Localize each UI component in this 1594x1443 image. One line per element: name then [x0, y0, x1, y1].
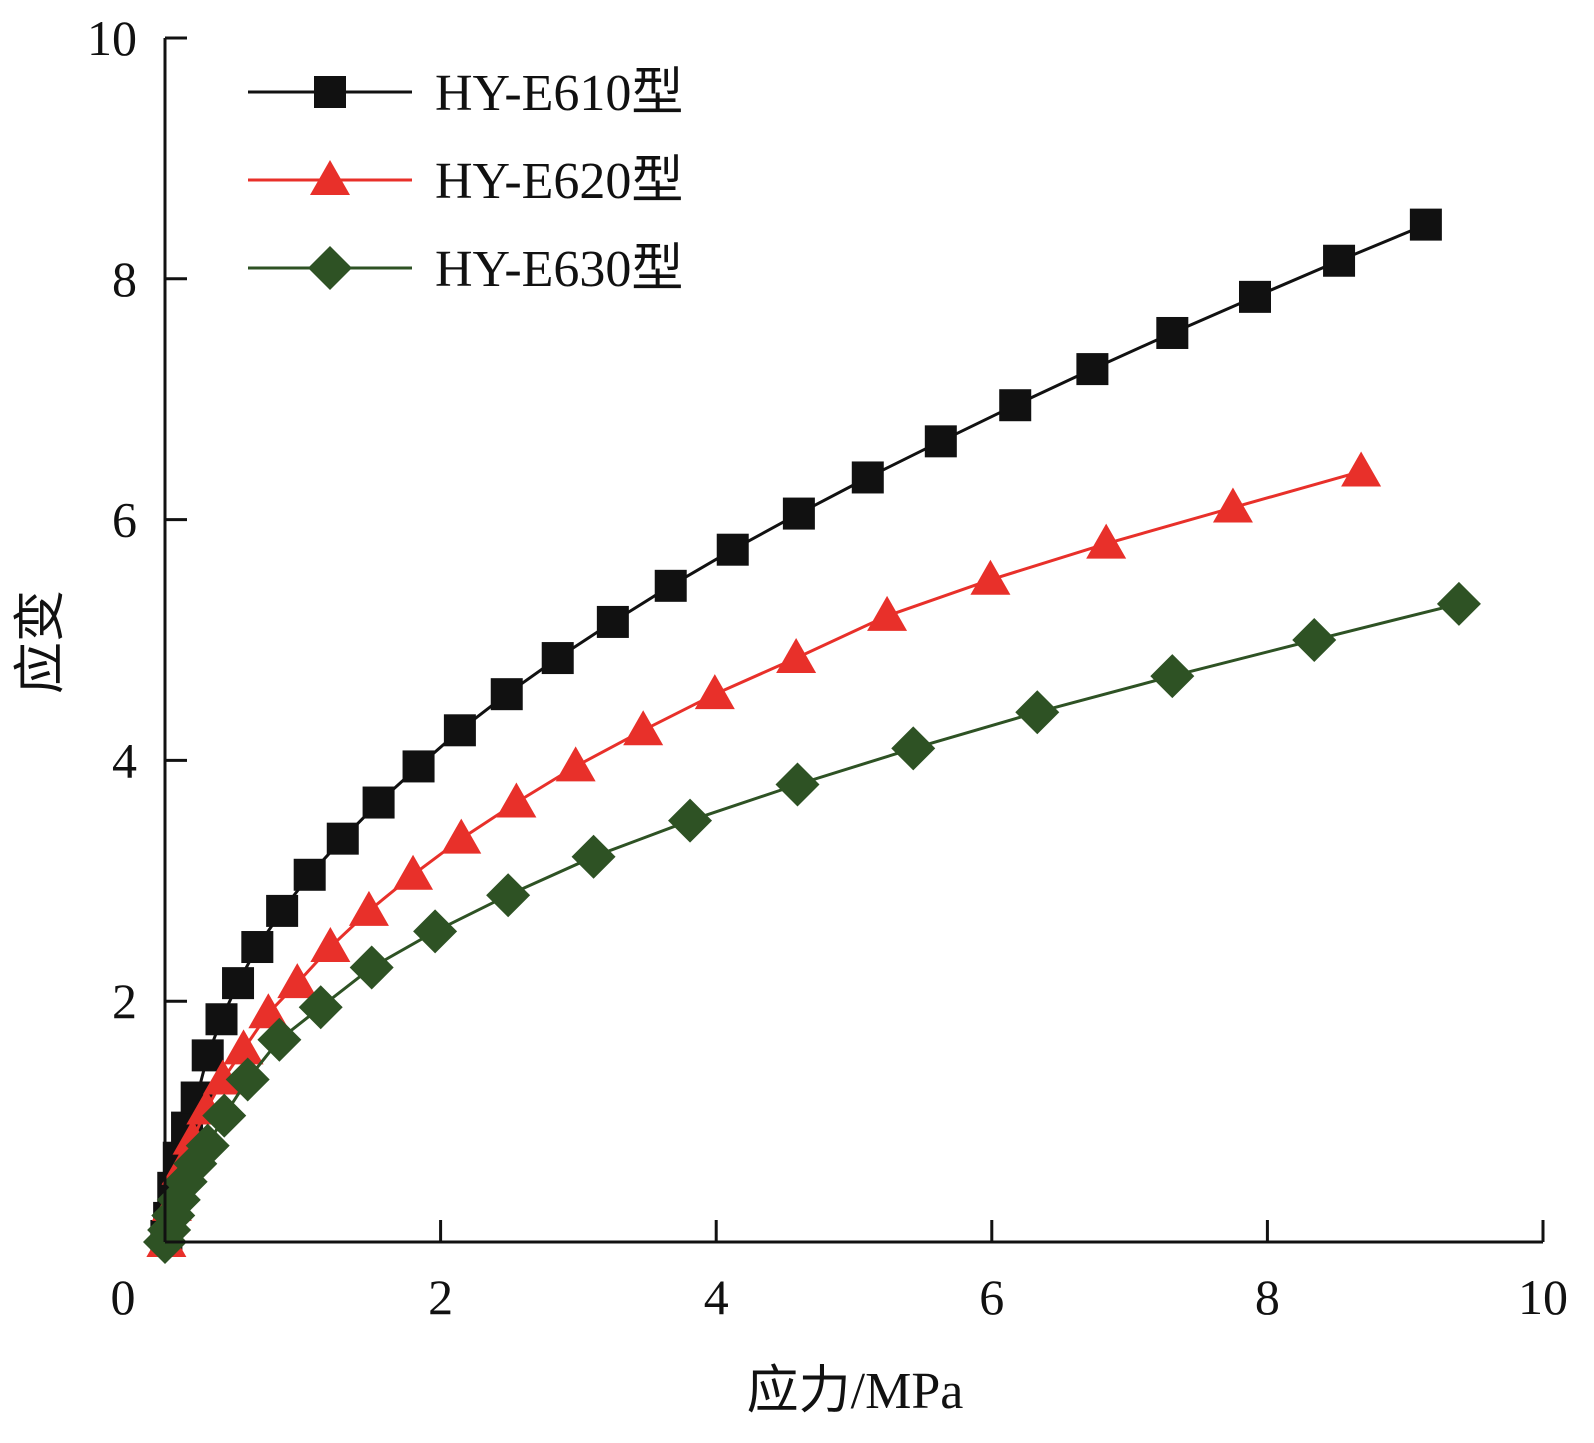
x-axis-title: 应力/MPa	[747, 1363, 964, 1420]
y-tick-label: 2	[112, 973, 137, 1029]
legend-item-2: HY-E620型	[248, 153, 683, 210]
x-tick-label: 10	[1518, 1269, 1568, 1325]
series-3-point	[486, 873, 531, 918]
series-3-point	[185, 1123, 230, 1168]
series-1-point	[654, 569, 687, 602]
series-2-point	[310, 927, 351, 963]
y-axis-title: 应变	[13, 590, 70, 694]
y-tick-label: 10	[87, 10, 137, 66]
series-3-point	[668, 798, 713, 843]
series-1-point	[541, 642, 574, 675]
series-layer	[143, 208, 1481, 1264]
series-2-point	[223, 1029, 264, 1065]
series-2-point	[867, 595, 908, 631]
series-1-point	[266, 894, 299, 927]
series-3-point	[202, 1093, 247, 1138]
x-tick-label: 8	[1255, 1269, 1280, 1325]
series-3-point	[891, 726, 936, 771]
series-1-point	[443, 714, 476, 747]
series-3-point	[1436, 581, 1481, 626]
legend-label: HY-E630型	[435, 241, 683, 298]
series-1	[150, 208, 1442, 1252]
series-1-point	[1238, 280, 1271, 313]
series-3-point	[257, 1017, 302, 1062]
legend-item-3: HY-E630型	[248, 241, 683, 298]
series-2-point	[555, 746, 596, 782]
series-2-point	[776, 638, 817, 674]
series-1-line	[164, 223, 1427, 1237]
x-tick-label: 6	[979, 1269, 1004, 1325]
legend-label: HY-E610型	[435, 65, 683, 122]
series-1-point	[293, 858, 326, 891]
series-1-point	[241, 931, 274, 964]
series-1-point	[205, 1003, 238, 1036]
series-3-point	[349, 945, 394, 990]
series-2-point	[393, 854, 434, 890]
series-1-point	[924, 425, 957, 458]
x-tick-label: 4	[704, 1269, 729, 1325]
series-1-point	[490, 678, 523, 711]
ticks: 0 2 4 6 8 10 2 4 6 8 10	[87, 10, 1568, 1325]
legend-marker	[310, 160, 350, 195]
series-1-point	[402, 750, 435, 783]
series-1-point	[1409, 208, 1442, 241]
series-3-point	[1150, 654, 1195, 699]
series-1-point	[222, 967, 255, 1000]
series-3-point	[298, 985, 343, 1030]
series-1-point	[362, 786, 395, 819]
legend-label: HY-E620型	[435, 153, 683, 210]
series-1-point	[851, 461, 884, 494]
series-1-point	[1076, 353, 1109, 386]
legend: HY-E610型 HY-E620型 HY-E630型	[248, 65, 683, 298]
series-3-point	[775, 762, 820, 807]
series-1-point	[782, 497, 815, 530]
series-1-point	[999, 389, 1032, 422]
x-tick-label: 0	[111, 1269, 136, 1325]
series-2-line	[164, 469, 1362, 1243]
series-3-point	[571, 834, 616, 879]
series-2-point	[496, 782, 537, 818]
series-2-point	[970, 559, 1011, 595]
series-3-point	[225, 1057, 270, 1102]
series-3	[143, 581, 1481, 1264]
series-2-point	[277, 963, 318, 999]
legend-marker	[308, 246, 352, 290]
series-1-point	[596, 605, 629, 638]
series-1-point	[1323, 244, 1356, 277]
legend-item-1: HY-E610型	[248, 65, 683, 122]
x-tick-label: 2	[428, 1269, 453, 1325]
series-2-point	[348, 890, 389, 926]
series-3-point	[1292, 618, 1337, 662]
series-1-point	[191, 1039, 224, 1072]
series-3-point	[1015, 690, 1060, 735]
series-2-point	[694, 674, 735, 710]
y-tick-label: 8	[112, 251, 137, 307]
series-1-point	[716, 533, 749, 566]
axes	[163, 38, 1543, 1244]
y-tick-label: 4	[112, 732, 137, 788]
series-1-point	[1156, 316, 1189, 349]
y-tick-label: 6	[112, 492, 137, 548]
series-2-point	[441, 818, 482, 854]
series-3-point	[413, 909, 458, 954]
series-1-point	[326, 822, 359, 855]
series-2-point	[1212, 487, 1253, 523]
series-2-point	[1086, 523, 1127, 559]
series-2-point	[1341, 451, 1382, 487]
legend-marker	[314, 76, 346, 108]
series-2-point	[623, 710, 664, 746]
